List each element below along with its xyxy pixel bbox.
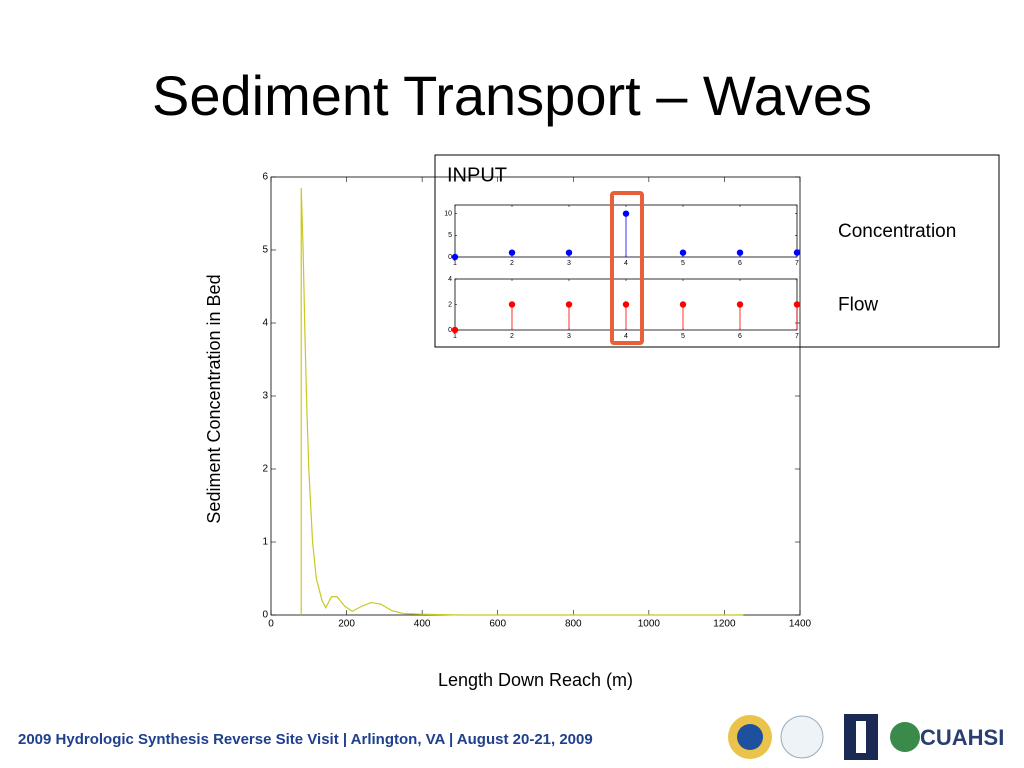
stem-marker: [622, 301, 630, 308]
x-tick-label: 200: [338, 619, 355, 630]
y-tick-label: 5: [262, 245, 268, 256]
stem-marker: [736, 249, 744, 256]
y-tick-label: 0: [262, 610, 268, 621]
stem-marker: [622, 210, 630, 217]
y-tick-label: 1: [262, 537, 268, 548]
x-tick-label: 4: [624, 333, 628, 340]
stem-marker: [508, 301, 516, 308]
x-tick-label: 1: [453, 333, 457, 340]
y-tick-label: 6: [262, 172, 268, 183]
stem-marker: [679, 301, 687, 308]
x-tick-label: 400: [414, 619, 431, 630]
x-tick-label: 5: [681, 333, 685, 340]
x-tick-label: 0: [268, 619, 274, 630]
y-tick-label: 2: [262, 464, 268, 475]
x-tick-label: 3: [567, 260, 571, 267]
stem-marker: [508, 249, 516, 256]
stem-marker: [793, 249, 801, 256]
legend-label: Flow: [838, 295, 878, 316]
x-tick-label: 1: [453, 260, 457, 267]
x-tick-label: 6: [738, 333, 742, 340]
y-tick-label: 10: [444, 211, 452, 218]
data-line: [300, 187, 744, 616]
y-tick-label: 4: [262, 318, 268, 329]
stem-marker: [793, 301, 801, 308]
x-tick-label: 7: [795, 333, 799, 340]
cuahsi-globe: [890, 722, 920, 752]
logos: CUAHSI: [728, 714, 1004, 760]
x-tick-label: 3: [567, 333, 571, 340]
y-tick-label: 0: [448, 254, 452, 261]
x-tick-label: 2: [510, 260, 514, 267]
y-tick-label: 5: [448, 232, 452, 239]
stem-marker: [451, 326, 459, 334]
x-tick-label: 1000: [638, 619, 661, 630]
x-tick-label: 1400: [789, 619, 812, 630]
stem-marker: [736, 301, 744, 308]
stem-marker: [451, 253, 459, 261]
y-tick-label: 0: [448, 327, 452, 334]
x-tick-label: 2: [510, 333, 514, 340]
x-tick-label: 800: [565, 619, 582, 630]
stem-marker: [565, 249, 573, 256]
y-axis-label: Sediment Concentration in Bed: [204, 274, 224, 523]
illinois-logo-i: [856, 721, 866, 753]
x-axis-label: Length Down Reach (m): [438, 670, 633, 690]
y-tick-label: 2: [448, 301, 452, 308]
circle-logo: [780, 715, 824, 759]
inset-box: [434, 154, 1000, 348]
stem-marker: [565, 301, 573, 308]
y-tick-label: 4: [448, 276, 452, 283]
y-tick-label: 3: [262, 391, 268, 402]
highlight-box: [610, 191, 644, 345]
x-tick-label: 600: [489, 619, 506, 630]
x-tick-label: 1200: [713, 619, 736, 630]
nsf-logo-inner: [737, 724, 763, 750]
x-tick-label: 4: [624, 260, 628, 267]
stem-marker: [679, 249, 687, 256]
cuahsi-logo: CUAHSI: [920, 725, 1004, 750]
x-tick-label: 7: [795, 260, 799, 267]
slide-title: Sediment Transport – Waves: [152, 64, 872, 127]
legend-label: Concentration: [838, 221, 956, 242]
footer: 2009 Hydrologic Synthesis Reverse Site V…: [18, 731, 593, 748]
inset-title: INPUT: [447, 164, 507, 186]
x-tick-label: 6: [738, 260, 742, 267]
x-tick-label: 5: [681, 260, 685, 267]
